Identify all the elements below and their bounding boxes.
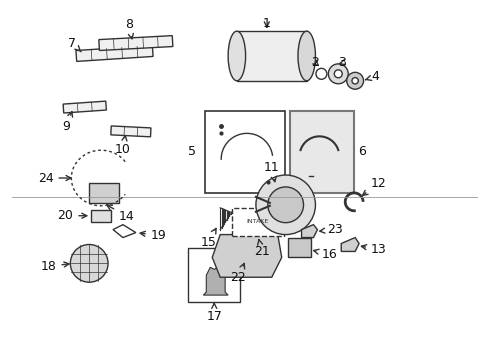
Text: 19: 19: [140, 229, 166, 242]
Bar: [188, 248, 240, 302]
Polygon shape: [301, 225, 317, 238]
Polygon shape: [203, 267, 228, 295]
Text: 10: 10: [115, 136, 131, 156]
Circle shape: [351, 78, 358, 84]
Ellipse shape: [297, 31, 315, 81]
Text: 1: 1: [263, 17, 270, 30]
Text: 18: 18: [41, 260, 69, 273]
Text: 8: 8: [124, 18, 133, 39]
Bar: [91, 210, 111, 222]
Polygon shape: [99, 36, 172, 50]
Text: 4: 4: [365, 70, 378, 83]
Polygon shape: [212, 235, 281, 277]
Text: 17: 17: [206, 303, 222, 323]
Text: 6: 6: [357, 145, 366, 158]
Text: 9: 9: [62, 112, 72, 134]
Text: 11: 11: [264, 161, 279, 182]
Text: 5: 5: [188, 145, 196, 158]
Text: 22: 22: [230, 264, 245, 284]
Polygon shape: [341, 238, 358, 251]
Text: 23: 23: [319, 223, 343, 236]
Bar: [205, 111, 284, 193]
Circle shape: [70, 244, 108, 282]
Circle shape: [267, 187, 303, 223]
Text: 13: 13: [361, 243, 386, 256]
Polygon shape: [236, 31, 306, 81]
Text: 24: 24: [38, 171, 71, 185]
Bar: [289, 111, 353, 193]
Text: 7: 7: [68, 37, 81, 52]
Bar: [232, 208, 283, 235]
Ellipse shape: [228, 31, 245, 81]
Polygon shape: [76, 46, 153, 62]
Text: 16: 16: [313, 248, 336, 261]
Text: 21: 21: [253, 239, 269, 258]
Text: 2: 2: [311, 57, 319, 69]
Text: 3: 3: [338, 57, 346, 69]
Text: 12: 12: [362, 177, 386, 195]
Polygon shape: [111, 126, 151, 137]
Polygon shape: [63, 101, 106, 113]
Circle shape: [255, 175, 315, 235]
Circle shape: [327, 64, 347, 84]
Text: 20: 20: [57, 209, 87, 222]
Text: INTAKE: INTAKE: [246, 219, 268, 224]
Circle shape: [346, 72, 363, 89]
Bar: [287, 238, 311, 257]
Bar: [89, 183, 119, 203]
Text: 14: 14: [107, 205, 135, 223]
Text: 15: 15: [200, 228, 216, 248]
Circle shape: [334, 70, 342, 78]
